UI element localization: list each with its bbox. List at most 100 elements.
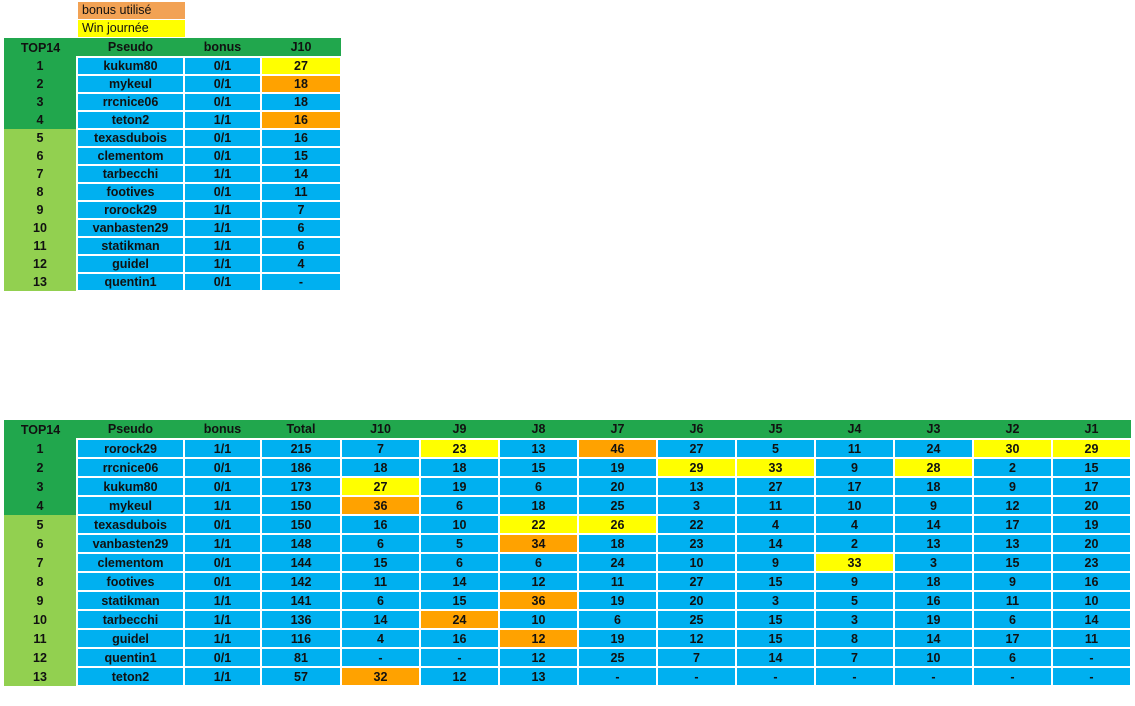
bonus-cell: 1/1 bbox=[183, 236, 262, 256]
j1-cell: 15 bbox=[1051, 457, 1132, 478]
j1-cell: - bbox=[1051, 666, 1132, 687]
j2-cell: 15 bbox=[972, 552, 1053, 573]
bonus-cell: 1/1 bbox=[183, 628, 262, 649]
bonus-cell: 1/1 bbox=[183, 438, 262, 459]
pseudo-cell: clementom bbox=[76, 552, 185, 573]
table-row: 9 statikman 1/1 141 6 15 36 19 20 3 5 16 11 10 bbox=[4, 590, 1132, 611]
table-row: 1 rorock29 1/1 215 7 23 13 46 27 5 11 24 30 29 bbox=[4, 438, 1132, 459]
j4-cell: 5 bbox=[814, 590, 895, 611]
j5-cell: 3 bbox=[735, 590, 816, 611]
table-row: 8 footives 0/1 142 11 14 12 11 27 15 9 18 9 16 bbox=[4, 571, 1132, 592]
rank-cell: 12 bbox=[4, 255, 77, 273]
j8-cell: 12 bbox=[498, 628, 579, 649]
j10-cell: - bbox=[340, 647, 421, 668]
total-cell: 81 bbox=[260, 647, 342, 668]
bonus-cell: 0/1 bbox=[183, 457, 262, 478]
j1-cell: - bbox=[1051, 647, 1132, 668]
j7-cell: 19 bbox=[577, 628, 658, 649]
j5-cell: 15 bbox=[735, 609, 816, 630]
total-cell: 150 bbox=[260, 495, 342, 516]
table-row: 4 teton2 1/1 16 bbox=[4, 110, 342, 130]
j10-cell: 4 bbox=[260, 254, 342, 274]
j10-cell: 36 bbox=[340, 495, 421, 516]
j8-cell: 22 bbox=[498, 514, 579, 535]
bonus-cell: 0/1 bbox=[183, 74, 262, 94]
j7-cell: 46 bbox=[577, 438, 658, 459]
pseudo-cell: vanbasten29 bbox=[76, 218, 185, 238]
j7-cell: 11 bbox=[577, 571, 658, 592]
pseudo-cell: rorock29 bbox=[76, 438, 185, 459]
j5-cell: 11 bbox=[735, 495, 816, 516]
column-header-j5: J5 bbox=[736, 420, 815, 439]
rank-cell: 3 bbox=[4, 93, 77, 111]
rank-cell: 10 bbox=[4, 610, 77, 629]
j8-cell: 12 bbox=[498, 571, 579, 592]
j10-cell: 15 bbox=[260, 146, 342, 166]
rank-cell: 6 bbox=[4, 147, 77, 165]
rank-cell: 11 bbox=[4, 629, 77, 648]
pseudo-cell: mykeul bbox=[76, 74, 185, 94]
rank-cell: 1 bbox=[4, 57, 77, 75]
j2-cell: 30 bbox=[972, 438, 1053, 459]
rank-cell: 5 bbox=[4, 129, 77, 147]
j1-cell: 11 bbox=[1051, 628, 1132, 649]
j10-cell: 27 bbox=[260, 56, 342, 76]
rank-cell: 12 bbox=[4, 648, 77, 667]
j2-cell: 6 bbox=[972, 609, 1053, 630]
pseudo-cell: statikman bbox=[76, 236, 185, 256]
bonus-cell: 0/1 bbox=[183, 182, 262, 202]
j4-cell: 33 bbox=[814, 552, 895, 573]
pseudo-cell: clementom bbox=[76, 146, 185, 166]
j6-cell: - bbox=[656, 666, 737, 687]
bonus-cell: 1/1 bbox=[183, 200, 262, 220]
total-cell: 150 bbox=[260, 514, 342, 535]
j6-cell: 13 bbox=[656, 476, 737, 497]
pseudo-cell: vanbasten29 bbox=[76, 533, 185, 554]
rank-cell: 4 bbox=[4, 496, 77, 515]
rank-cell: 9 bbox=[4, 591, 77, 610]
bonus-cell: 1/1 bbox=[183, 666, 262, 687]
legend: bonus utilisé Win journée bbox=[78, 2, 185, 38]
rank-cell: 3 bbox=[4, 477, 77, 496]
j6-cell: 27 bbox=[656, 438, 737, 459]
j10-cell: 16 bbox=[260, 110, 342, 130]
column-header-top14: TOP14 bbox=[4, 38, 77, 57]
j7-cell: 19 bbox=[577, 457, 658, 478]
j3-cell: - bbox=[893, 666, 974, 687]
rank-cell: 11 bbox=[4, 237, 77, 255]
j6-cell: 23 bbox=[656, 533, 737, 554]
bonus-cell: 0/1 bbox=[183, 272, 262, 292]
table-row: 11 guidel 1/1 116 4 16 12 19 12 15 8 14 17 11 bbox=[4, 628, 1132, 649]
column-header-j10: J10 bbox=[261, 38, 341, 57]
pseudo-cell: teton2 bbox=[76, 666, 185, 687]
j6-cell: 22 bbox=[656, 514, 737, 535]
j1-cell: 23 bbox=[1051, 552, 1132, 573]
bonus-cell: 0/1 bbox=[183, 552, 262, 573]
j8-cell: 13 bbox=[498, 666, 579, 687]
j9-cell: 16 bbox=[419, 628, 500, 649]
table-row: 7 clementom 0/1 144 15 6 6 24 10 9 33 3 15 23 bbox=[4, 552, 1132, 573]
total-cell: 215 bbox=[260, 438, 342, 459]
j2-cell: 11 bbox=[972, 590, 1053, 611]
j9-cell: 6 bbox=[419, 552, 500, 573]
pseudo-cell: tarbecchi bbox=[76, 164, 185, 184]
j7-cell: 19 bbox=[577, 590, 658, 611]
column-header-j6: J6 bbox=[657, 420, 736, 439]
legend-item-bonus-used: bonus utilisé bbox=[78, 2, 185, 20]
column-header-j4: J4 bbox=[815, 420, 894, 439]
total-cell: 173 bbox=[260, 476, 342, 497]
j5-cell: 27 bbox=[735, 476, 816, 497]
rank-cell: 7 bbox=[4, 165, 77, 183]
j5-cell: 9 bbox=[735, 552, 816, 573]
j10-cell: 16 bbox=[340, 514, 421, 535]
j9-cell: - bbox=[419, 647, 500, 668]
j8-cell: 6 bbox=[498, 476, 579, 497]
bonus-cell: 0/1 bbox=[183, 56, 262, 76]
j5-cell: 33 bbox=[735, 457, 816, 478]
table-row: 10 tarbecchi 1/1 136 14 24 10 6 25 15 3 19 6 14 bbox=[4, 609, 1132, 630]
j2-cell: 9 bbox=[972, 571, 1053, 592]
table-row: 12 guidel 1/1 4 bbox=[4, 254, 342, 274]
j3-cell: 3 bbox=[893, 552, 974, 573]
rank-cell: 7 bbox=[4, 553, 77, 572]
j5-cell: 15 bbox=[735, 571, 816, 592]
